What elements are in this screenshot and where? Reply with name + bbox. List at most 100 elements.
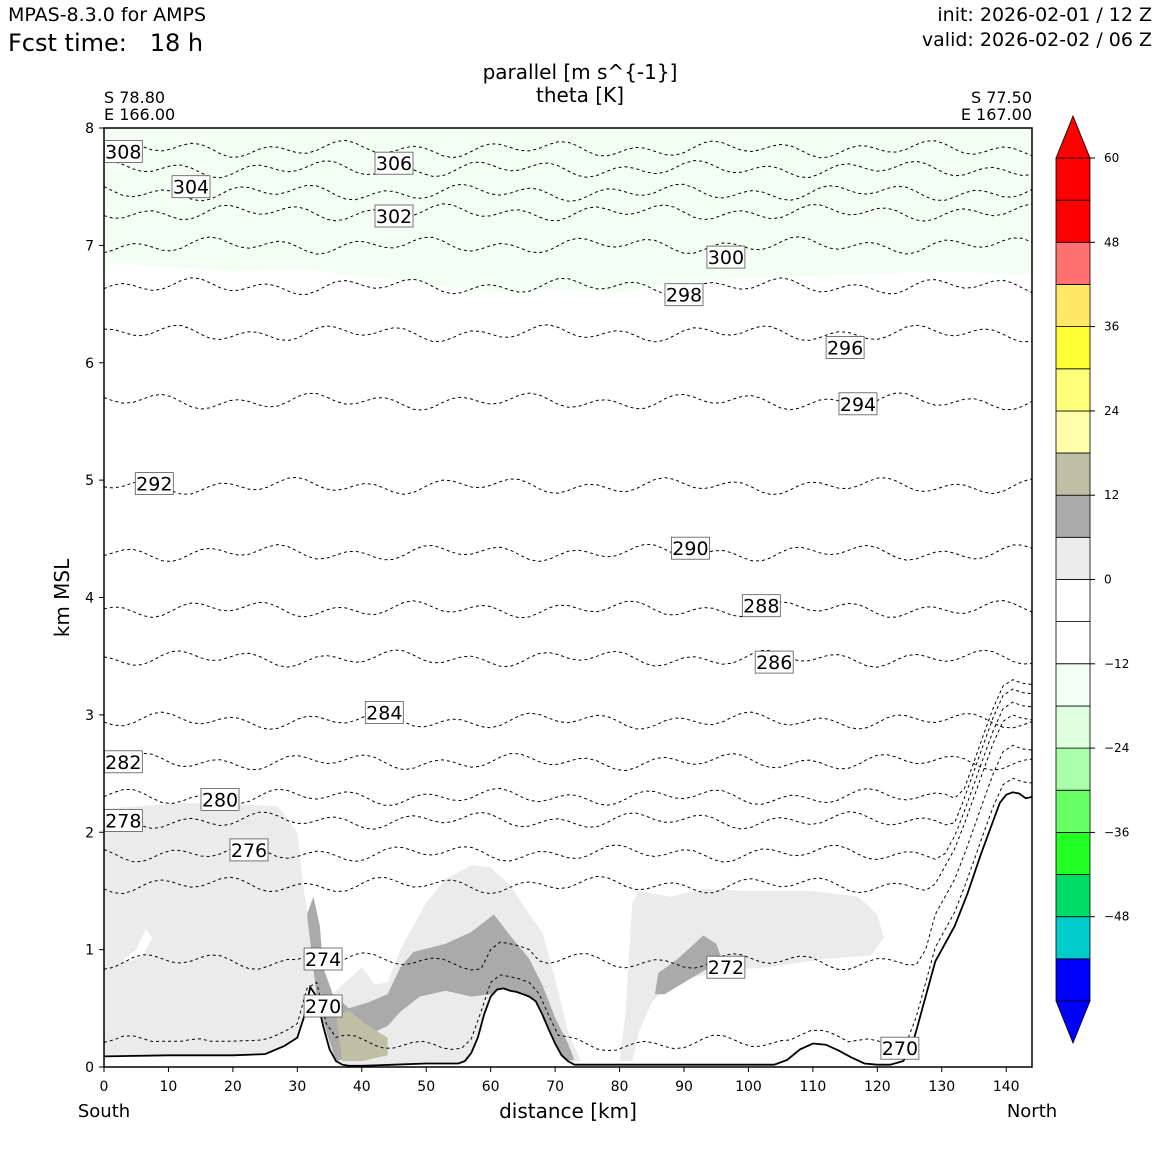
colorbar-bin	[1055, 621, 1091, 665]
colorbar-bin	[1055, 452, 1091, 496]
colorbar-tick-label: −36	[1104, 825, 1129, 839]
terrain-fill	[104, 792, 1032, 1067]
x-axis: 0 10 20 30 40 50 60 70 80 90 100 110 120 130 140	[100, 1067, 1020, 1095]
contour-label: 290	[672, 538, 708, 560]
x-tick-label: 70	[546, 1079, 564, 1095]
colorbar-bin	[1055, 494, 1091, 538]
contour-label: 278	[105, 811, 141, 833]
contour-label: 274	[305, 949, 341, 971]
contour-label: 286	[756, 652, 792, 674]
theta-contour-298	[104, 277, 1032, 296]
contour-label: 304	[173, 177, 209, 199]
colorbar-bin	[1055, 536, 1091, 580]
contour-label-box	[303, 947, 343, 971]
contour-label: 284	[366, 703, 402, 725]
colorbar-bin	[1055, 705, 1091, 749]
start-longitude: E 166.00	[104, 105, 176, 124]
contour-label-box	[825, 336, 865, 359]
colorbar-bin	[1055, 368, 1091, 412]
contour-label-box	[706, 245, 746, 269]
x-tick-label: 40	[353, 1079, 371, 1095]
shade-khaki	[336, 1010, 388, 1062]
contour-label: 282	[105, 752, 141, 774]
contour-label-box	[880, 1036, 920, 1060]
theta-contour-278	[104, 688, 1032, 830]
colorbar-bin	[1055, 241, 1091, 285]
theta-contour-294	[104, 392, 1032, 411]
x-tick-label: 80	[611, 1079, 629, 1095]
colorbar-bin	[1055, 789, 1091, 833]
x-tick-label: 10	[160, 1079, 178, 1095]
colorbar-bin	[1055, 747, 1091, 791]
theta-contour-308	[104, 139, 1032, 159]
x-tick-label: 50	[417, 1079, 435, 1095]
theta-contour-286	[104, 649, 1032, 668]
theta-contour-270	[104, 777, 1032, 1052]
theta-contour-284	[104, 711, 1032, 730]
x-tick-label: 100	[735, 1079, 762, 1095]
y-tick-label: 3	[85, 708, 94, 724]
contour-label: 300	[708, 247, 744, 269]
colorbar: 60 48 36 24 12 0 −12 −24 −36 −48	[1055, 114, 1129, 1045]
y-tick-label: 8	[85, 121, 94, 137]
colorbar-bin	[1055, 199, 1091, 243]
shade-mid-gray-east	[655, 935, 723, 995]
theta-contour-302	[104, 203, 1032, 222]
shade-white-pocket	[123, 928, 153, 962]
colorbar-bin	[1055, 326, 1091, 370]
theta-contour-304	[104, 183, 1032, 202]
start-direction: South	[78, 1101, 130, 1122]
x-tick-label: 90	[675, 1079, 693, 1095]
shade-mid-gray-west	[307, 896, 575, 1062]
x-tick-label: 60	[482, 1079, 500, 1095]
colorbar-tick-label: −24	[1104, 741, 1129, 755]
x-tick-label: 140	[993, 1079, 1020, 1095]
theta-contour-280	[104, 679, 1032, 806]
contour-label: 302	[376, 206, 412, 228]
colorbar-tick-label: 36	[1104, 320, 1119, 334]
colorbar-bin	[1055, 958, 1091, 1002]
contour-label: 288	[743, 596, 779, 618]
theta-contour-272	[104, 744, 1032, 971]
colorbar-max-extend	[1055, 114, 1091, 159]
forecast-time-label: Fcst time:	[8, 29, 127, 57]
contour-label-box	[754, 650, 794, 674]
start-latitude: S 78.80	[104, 88, 166, 107]
contour-label-box	[374, 151, 414, 175]
colorbar-tick-label: 0	[1104, 573, 1112, 587]
y-tick-label: 5	[85, 473, 94, 489]
theta-contour-292	[104, 476, 1032, 496]
contour-label-box	[671, 536, 710, 560]
colorbar-bin	[1055, 157, 1091, 201]
contour-label: 298	[666, 285, 702, 307]
contour-label-box	[200, 788, 240, 811]
x-axis-label: distance [km]	[499, 1099, 637, 1123]
y-tick-label: 1	[85, 943, 94, 959]
colorbar-tick-label: −48	[1104, 910, 1129, 924]
colorbar-tick-label: 12	[1104, 488, 1119, 502]
colorbar-bin	[1055, 832, 1091, 875]
end-latitude: S 77.50	[970, 88, 1032, 107]
forecast-time-value: 18 h	[149, 29, 204, 57]
colorbar-bin	[1055, 284, 1091, 327]
contour-label-box	[838, 392, 878, 416]
colorbar-tick-label: 48	[1104, 235, 1119, 249]
contour-label-box	[706, 955, 746, 979]
x-tick-label: 30	[288, 1079, 306, 1095]
contour-label: 308	[105, 142, 141, 164]
contour-label-box	[741, 594, 781, 618]
x-tick-label: 20	[224, 1079, 242, 1095]
y-tick-label: 6	[85, 356, 94, 372]
colorbar-tick-label: 60	[1104, 151, 1119, 165]
end-direction: North	[1007, 1101, 1057, 1122]
theta-contour-274	[104, 714, 1032, 895]
wind-shading	[104, 128, 1032, 1065]
shade-light-gray-west	[104, 802, 581, 1065]
contour-label: 292	[136, 474, 172, 496]
contour-label-box	[364, 701, 404, 724]
contour-label-box	[171, 175, 211, 199]
theta-contour-282	[104, 752, 1032, 772]
x-tick-label: 120	[864, 1079, 891, 1095]
chart-subtitle: theta [K]	[536, 83, 624, 107]
